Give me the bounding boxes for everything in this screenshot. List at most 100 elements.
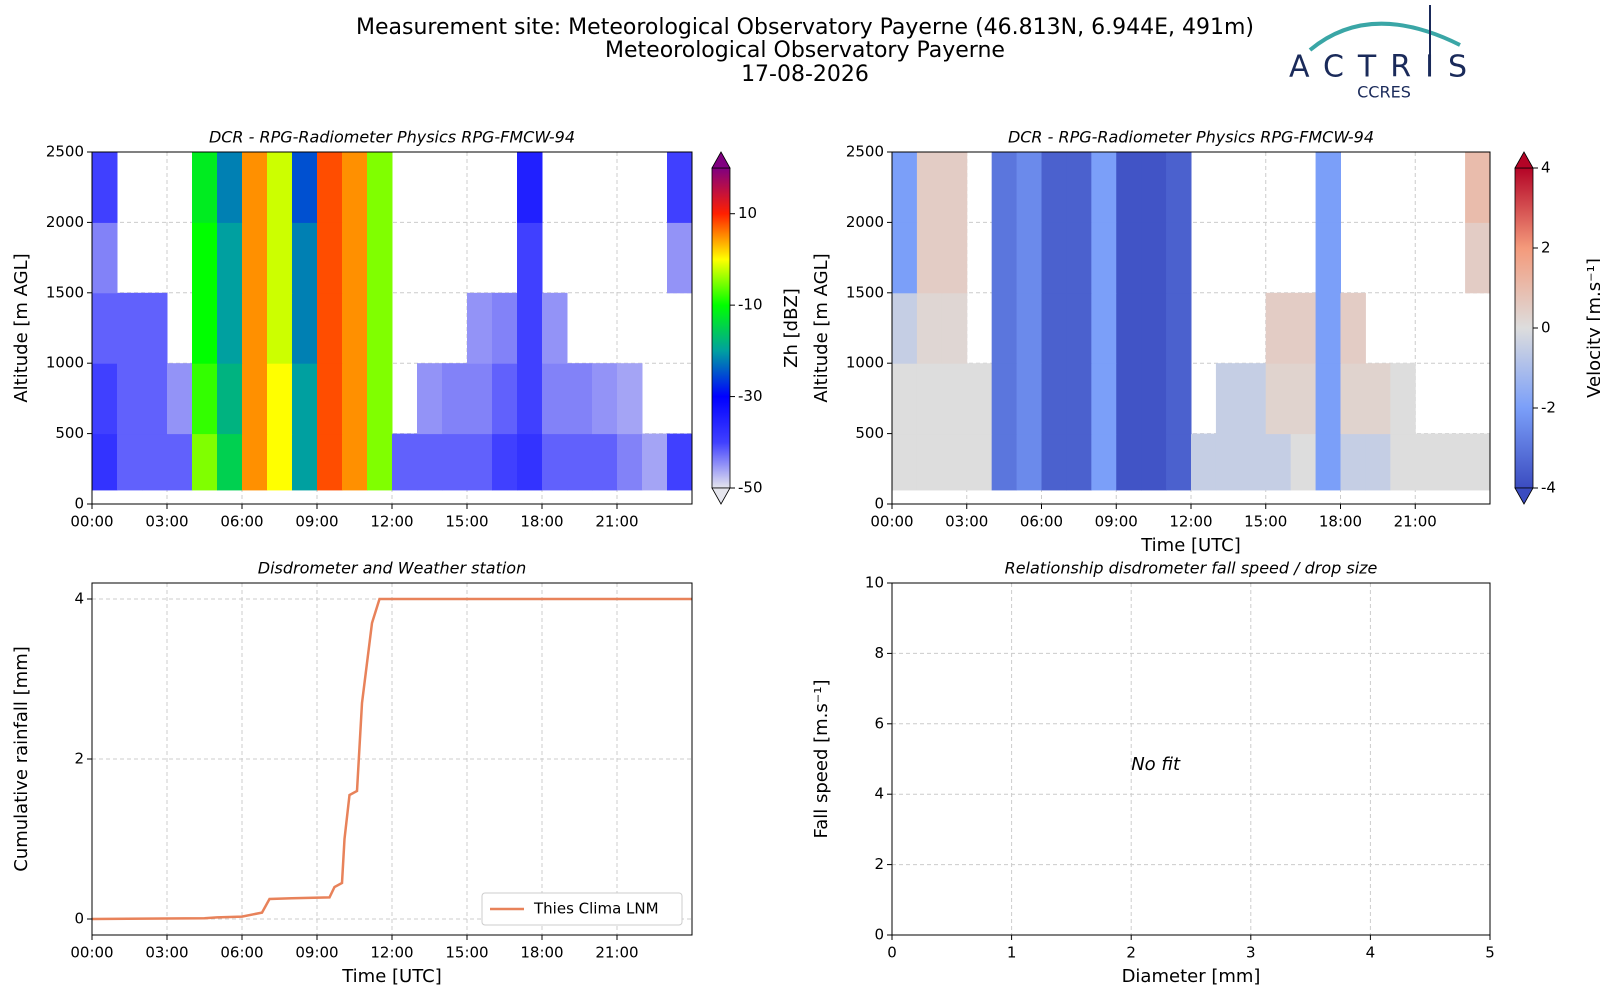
x-tick-label: 12:00 xyxy=(370,944,413,962)
colorbar-extend xyxy=(711,487,731,505)
heatmap-cell xyxy=(367,433,393,491)
x-tick-label: 09:00 xyxy=(295,944,338,962)
heatmap-cell xyxy=(1116,433,1142,491)
logo: ACTRIS CCRES xyxy=(1289,5,1467,102)
y-tick-label: 500 xyxy=(55,424,84,442)
x-axis-label: Diameter [mm] xyxy=(1122,966,1261,987)
y-axis-label: Cumulative rainfall [mm] xyxy=(11,646,32,872)
y-tick-label: 0 xyxy=(874,495,884,513)
heatmap-cell xyxy=(1465,433,1491,491)
heatmap-cell xyxy=(892,433,918,491)
panel: Disdrometer and Weather station 0 2 4 00:00 0… xyxy=(11,559,693,987)
heatmap-cell xyxy=(916,363,943,435)
heatmap-cell xyxy=(1141,363,1167,435)
colorbar-tick-label: -2 xyxy=(1541,399,1556,417)
heatmap-cell xyxy=(1240,433,1267,491)
x-tick-label: 03:00 xyxy=(145,944,188,962)
heatmap-cell xyxy=(1166,152,1192,223)
panel: DCR - RPG-Radiometer Physics RPG-FMCW-94… xyxy=(11,128,802,531)
heatmap-cell xyxy=(542,433,568,491)
x-tick-label: 03:00 xyxy=(145,513,188,531)
x-tick-label: 1 xyxy=(1007,944,1017,962)
x-tick-label: 00:00 xyxy=(870,513,913,531)
heatmap-cell xyxy=(617,433,643,491)
y-tick-label: 4 xyxy=(874,785,884,803)
heatmap-cell xyxy=(342,222,368,294)
heatmap-cell xyxy=(1315,433,1341,491)
heatmap-cell xyxy=(242,152,268,223)
colorbar-label: Velocity [m.s⁻¹] xyxy=(1584,258,1600,398)
heatmap-cell xyxy=(1041,152,1067,223)
heatmap-cell xyxy=(1465,222,1491,294)
colorbar-extend xyxy=(1514,487,1534,505)
y-axis-label: Fall speed [m.s⁻¹] xyxy=(811,680,832,839)
heatmap-cell xyxy=(92,363,118,435)
heatmap-cell xyxy=(142,433,168,491)
x-tick-label: 21:00 xyxy=(1394,513,1437,531)
x-tick-label: 18:00 xyxy=(520,513,563,531)
y-axis-label: Altitude [m AGL] xyxy=(11,253,32,402)
line xyxy=(91,597,692,921)
heatmap-cell xyxy=(367,292,393,364)
heatmap-cell xyxy=(292,433,318,491)
colorbar xyxy=(711,167,731,489)
x-tick-label: 03:00 xyxy=(945,513,988,531)
y-tick-label: 500 xyxy=(855,424,884,442)
heatmap-cell xyxy=(1340,363,1366,435)
colorbar-label: Zh [dBZ] xyxy=(781,288,802,368)
colorbar-tick-label: -50 xyxy=(738,479,763,497)
panel: Relationship disdrometer fall speed / dr… xyxy=(811,559,1495,988)
heatmap-cell xyxy=(217,292,243,364)
heatmap-cell xyxy=(1440,433,1466,491)
heatmap-cell xyxy=(1390,433,1416,491)
heatmap-cell xyxy=(1365,363,1391,435)
colorbar-tick-label: 0 xyxy=(1541,319,1551,337)
heatmap-cell xyxy=(1465,152,1491,223)
heatmap-cell xyxy=(217,363,243,435)
colorbar-extend xyxy=(711,151,731,169)
heatmap-cell xyxy=(1315,292,1341,364)
heatmap-cell xyxy=(916,292,943,364)
heatmap-cell xyxy=(892,363,918,435)
heatmap-cell xyxy=(1091,363,1117,435)
heatmap-cell xyxy=(1116,292,1142,364)
heatmap-cell xyxy=(941,222,968,294)
x-tick-label: 5 xyxy=(1485,944,1495,962)
heatmap-cell xyxy=(1240,363,1267,435)
heatmap-cell xyxy=(192,433,218,491)
axes-frame xyxy=(91,151,693,505)
heatmap-cell xyxy=(941,152,968,223)
heatmap-cell xyxy=(517,433,543,491)
colorbar-extend xyxy=(1514,151,1534,169)
heatmap-cell xyxy=(292,292,318,364)
heatmap-cell xyxy=(1265,363,1292,435)
heatmap-cell xyxy=(92,152,118,223)
heatmap-cell xyxy=(467,363,493,435)
heatmap-cell xyxy=(1365,433,1391,491)
heatmap-cell xyxy=(1265,433,1292,491)
y-tick-label: 2000 xyxy=(46,213,84,231)
y-tick-label: 10 xyxy=(865,574,884,592)
heatmap-cell xyxy=(217,222,243,294)
heatmap-cell xyxy=(916,152,943,223)
heatmap-cell xyxy=(267,433,293,491)
main-subtitle: Meteorological Observatory Payerne xyxy=(605,38,1005,63)
heatmap-cell xyxy=(1016,433,1042,491)
heatmap-cell xyxy=(342,363,368,435)
y-tick-label: 2000 xyxy=(846,213,884,231)
heatmap-cell xyxy=(1290,363,1317,435)
heatmap-cell xyxy=(1091,433,1117,491)
heatmap-cell xyxy=(1091,222,1117,294)
heatmap-cell xyxy=(317,152,343,223)
heatmap-cell xyxy=(592,433,618,491)
legend xyxy=(481,892,683,926)
main-title: Measurement site: Meteorological Observa… xyxy=(356,15,1254,40)
heatmap-cell xyxy=(217,152,243,223)
y-tick-label: 0 xyxy=(74,910,84,928)
heatmap-cell xyxy=(1041,363,1067,435)
x-tick-label: 15:00 xyxy=(1244,513,1287,531)
heatmap-cell xyxy=(1016,363,1042,435)
x-tick-label: 21:00 xyxy=(595,944,638,962)
x-axis-label: Time [UTC] xyxy=(341,966,442,987)
legend-label: Thies Clima LNM xyxy=(533,900,659,918)
